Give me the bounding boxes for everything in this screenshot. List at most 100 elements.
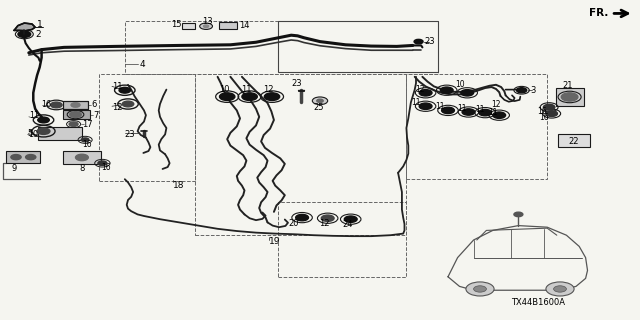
Text: 24: 24: [342, 220, 353, 229]
Circle shape: [264, 93, 280, 100]
Text: 12: 12: [264, 85, 274, 94]
Text: 11: 11: [458, 104, 467, 113]
Circle shape: [11, 155, 21, 160]
Circle shape: [514, 212, 523, 217]
Circle shape: [414, 39, 423, 44]
Circle shape: [546, 111, 557, 116]
Text: 18: 18: [173, 181, 184, 190]
Circle shape: [419, 103, 432, 109]
Circle shape: [442, 107, 454, 114]
Circle shape: [479, 109, 492, 116]
Circle shape: [38, 117, 49, 123]
Text: 12: 12: [492, 100, 501, 109]
Bar: [6, 151, 40, 163]
Text: 11: 11: [112, 82, 122, 91]
Text: 19: 19: [269, 237, 280, 246]
Circle shape: [26, 155, 36, 160]
Bar: [38, 127, 82, 140]
Circle shape: [461, 90, 474, 96]
Circle shape: [200, 23, 212, 29]
Text: 22: 22: [569, 137, 579, 146]
Text: 17: 17: [82, 120, 93, 129]
Text: 11: 11: [488, 108, 498, 117]
Circle shape: [69, 122, 78, 126]
Circle shape: [474, 286, 486, 292]
Text: 23: 23: [424, 37, 435, 46]
Text: 4: 4: [140, 60, 145, 68]
Bar: [63, 110, 90, 119]
Text: 5: 5: [27, 129, 32, 138]
Circle shape: [546, 282, 574, 296]
Text: 13: 13: [202, 17, 212, 26]
Text: 21: 21: [562, 81, 572, 90]
Text: 11: 11: [475, 105, 484, 114]
Circle shape: [51, 102, 62, 108]
Circle shape: [516, 88, 527, 93]
Text: TX44B1600A: TX44B1600A: [511, 298, 564, 307]
Text: 3: 3: [530, 86, 535, 95]
Bar: [219, 22, 237, 29]
Circle shape: [493, 112, 506, 118]
Circle shape: [419, 90, 432, 96]
Circle shape: [543, 104, 555, 110]
Bar: [63, 101, 88, 109]
Text: 10: 10: [28, 130, 38, 139]
Circle shape: [344, 216, 357, 222]
Text: 12: 12: [319, 220, 329, 228]
Text: FR.: FR.: [589, 8, 608, 19]
Circle shape: [119, 87, 131, 93]
Text: 2: 2: [35, 30, 41, 39]
Circle shape: [321, 215, 334, 221]
Text: 11: 11: [435, 102, 445, 111]
Circle shape: [312, 97, 328, 105]
Circle shape: [561, 93, 578, 101]
Polygon shape: [14, 23, 35, 31]
Circle shape: [81, 138, 89, 142]
Circle shape: [242, 93, 257, 100]
Text: 16: 16: [101, 163, 111, 172]
Bar: [63, 151, 101, 164]
Bar: [125, 21, 438, 74]
Text: 1: 1: [37, 20, 43, 29]
Text: 23: 23: [291, 79, 302, 88]
Text: 16: 16: [539, 113, 548, 122]
Circle shape: [18, 31, 31, 37]
Circle shape: [71, 103, 80, 107]
Bar: [63, 101, 88, 109]
Text: 16: 16: [42, 100, 52, 109]
Circle shape: [317, 99, 323, 102]
Text: 14: 14: [239, 21, 249, 30]
Circle shape: [440, 87, 453, 93]
Bar: [406, 74, 547, 179]
Circle shape: [204, 25, 209, 28]
Circle shape: [70, 112, 81, 117]
Text: 10: 10: [456, 80, 465, 89]
Text: 12: 12: [415, 85, 424, 94]
Bar: [278, 202, 406, 277]
Circle shape: [466, 282, 494, 296]
Circle shape: [98, 161, 107, 165]
Text: 15: 15: [172, 20, 182, 29]
Text: 9: 9: [12, 164, 17, 173]
Text: 11: 11: [411, 98, 420, 107]
Circle shape: [76, 154, 88, 161]
Bar: [99, 74, 195, 181]
Text: 20: 20: [288, 220, 298, 228]
Circle shape: [296, 214, 308, 221]
Circle shape: [554, 286, 566, 292]
Bar: [195, 74, 406, 235]
Text: 25: 25: [314, 103, 324, 112]
Text: 11: 11: [241, 85, 252, 94]
Text: 16: 16: [538, 107, 547, 116]
Text: 23: 23: [125, 130, 136, 139]
Bar: [556, 88, 584, 106]
Text: 10: 10: [219, 85, 229, 94]
Text: 16: 16: [82, 140, 92, 148]
Text: 11: 11: [29, 111, 39, 120]
Bar: [558, 134, 590, 147]
Bar: [182, 23, 195, 29]
Bar: [278, 21, 438, 72]
Text: 7: 7: [93, 111, 98, 120]
Text: 6: 6: [91, 100, 96, 109]
Circle shape: [122, 101, 134, 107]
